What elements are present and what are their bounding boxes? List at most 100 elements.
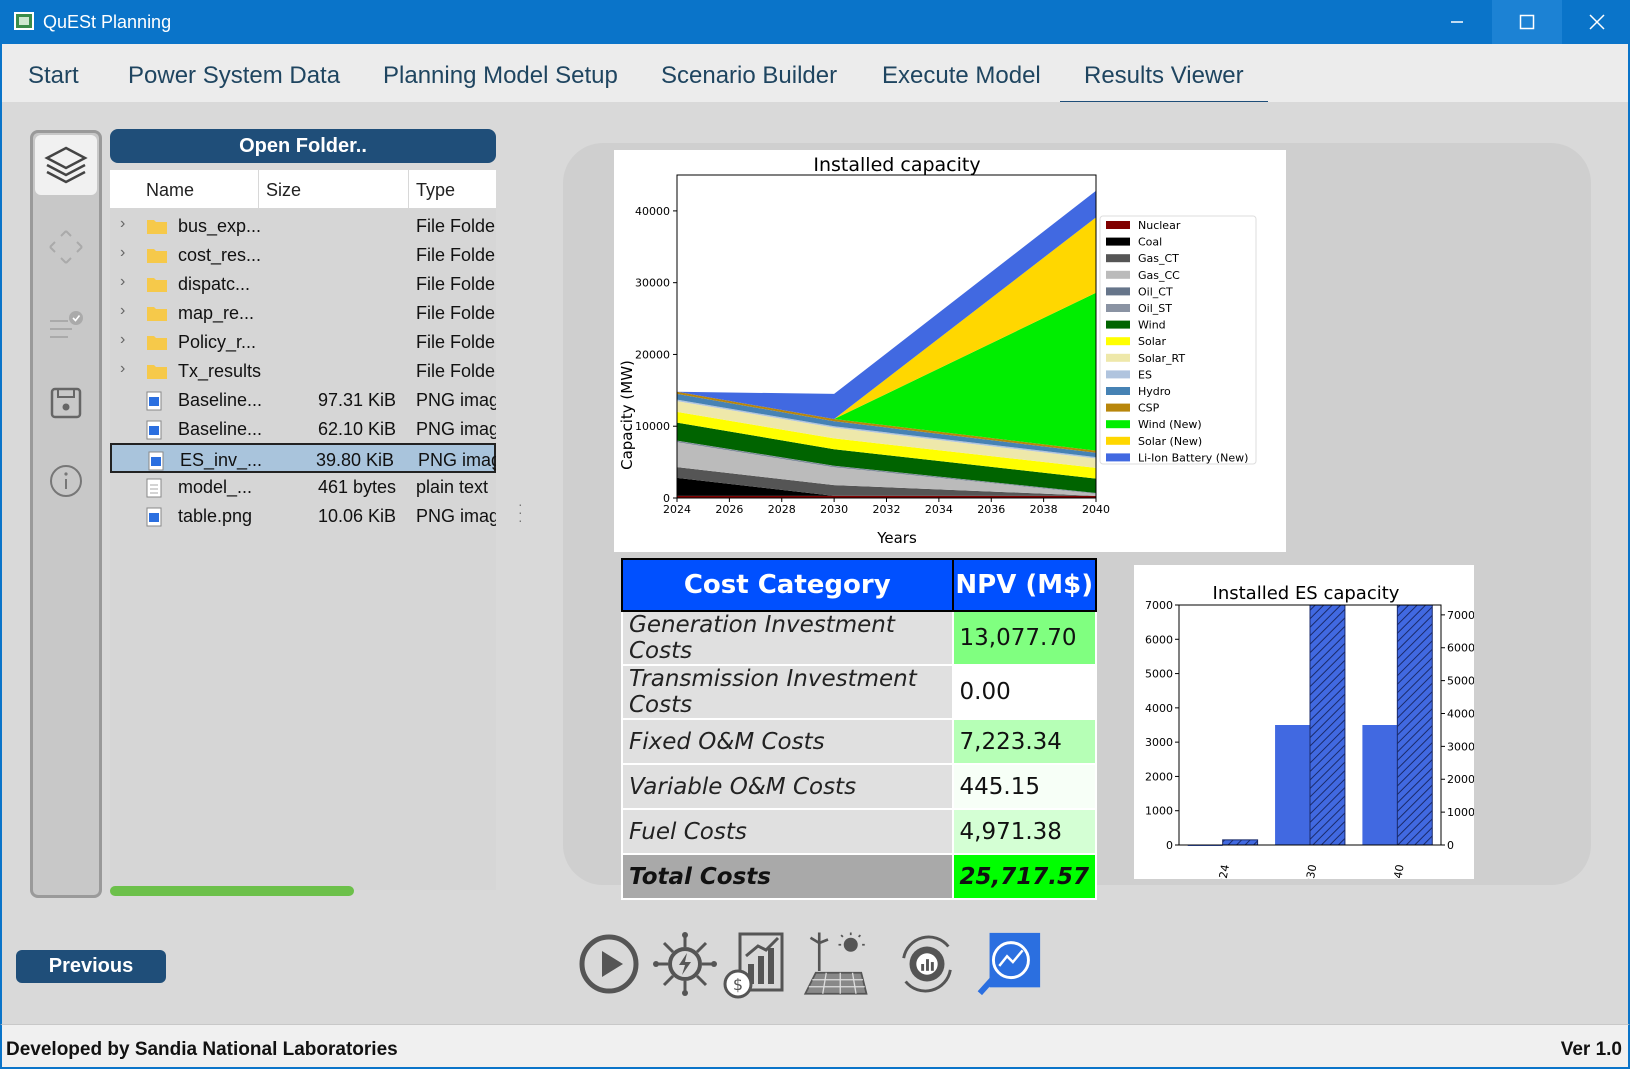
es-y-tick-label-left: 1000 [1145,805,1173,818]
finance-button[interactable]: $ [720,926,790,1002]
es-y-tick-label-left: 6000 [1145,633,1173,646]
tab-execute-model[interactable]: Execute Model [882,62,1041,89]
cost-value: 25,717.57 [951,853,1097,900]
energy-sources-button[interactable] [800,926,870,1002]
x-tick-label: 2036 [977,503,1005,516]
legend-swatch [1106,337,1130,346]
sidebar-save-button[interactable] [35,373,97,433]
previous-button[interactable]: Previous [16,950,166,983]
x-tick-label: 2038 [1030,503,1058,516]
maximize-button[interactable] [1492,0,1562,44]
es-y-tick-label-right: 6000 [1447,642,1474,655]
column-header-size[interactable]: Size [266,180,302,200]
area-series-8 [677,401,1096,468]
legend-label: Gas_CT [1138,252,1179,265]
tab-scenario-builder[interactable]: Scenario Builder [661,62,838,89]
file-size: 10.06 KiB [317,506,396,526]
file-row[interactable]: ES_inv_... 39.80 KiB PNG imag [110,443,496,473]
file-browser-header: Name Size Type [110,170,496,208]
cost-row: Transmission Investment Costs 0.00 [621,664,1097,720]
file-type: PNG imag [416,419,496,439]
legend-label: Solar (New) [1138,435,1202,448]
file-row[interactable]: Baseline... 97.31 KiB PNG imag [110,385,496,415]
folder-icon [146,362,168,385]
execute-settings-button[interactable] [892,926,962,1002]
file-row[interactable]: Baseline... 62.10 KiB PNG imag [110,414,496,444]
panel-splitter-handle[interactable]: · · · [518,496,523,528]
energy-sources-icon [803,932,868,995]
expand-arrow-icon[interactable]: › [120,360,126,377]
file-row[interactable]: › map_re... File Folder [110,298,496,328]
analysis-search-icon [977,932,1041,996]
legend-swatch [1106,436,1130,445]
window-title: QuESt Planning [43,12,172,32]
x-tick-label: 2032 [873,503,901,516]
svg-text:$: $ [733,975,743,994]
expand-arrow-icon[interactable]: › [120,302,126,319]
sidebar-info-button[interactable] [35,451,97,511]
x-tick-label: 2034 [925,503,953,516]
tab-power-system-data[interactable]: Power System Data [128,62,341,89]
image-file-icon [146,507,162,532]
cost-row: Variable O&M Costs 445.15 [621,763,1097,810]
file-row[interactable]: › Tx_results File Folder [110,356,496,386]
file-row[interactable]: › bus_exp... File Folder [110,211,496,241]
cost-category: Variable O&M Costs [621,763,954,810]
area-series-11 [677,391,1096,453]
finance-chart-icon: $ [723,932,784,999]
sidebar-layers-button[interactable] [35,135,97,195]
file-browser: Name Size Type › bus_exp... File Folder › co… [110,170,496,890]
file-row[interactable]: › cost_res... File Folder [110,240,496,270]
area-series-1 [677,477,1096,496]
footer-version: Ver 1.0 [1560,1039,1622,1060]
horizontal-scrollbar[interactable] [110,886,354,896]
move-icon [49,230,83,264]
app-icon [14,12,34,30]
file-row[interactable]: table.png 10.06 KiB PNG imag [110,501,496,531]
file-name: Policy_r... [178,332,257,352]
sidebar-checklist-button[interactable] [35,297,97,357]
file-row[interactable]: › dispatc... File Folder [110,269,496,299]
expand-arrow-icon[interactable]: › [120,331,126,348]
es-y-tick-label-left: 5000 [1145,668,1173,681]
sidebar-move-button[interactable] [35,217,97,277]
legend-label: Oil_CT [1138,285,1173,298]
legend-label: Coal [1138,236,1162,249]
area-series-0 [677,495,1096,498]
file-row[interactable]: › Policy_r... File Folder [110,327,496,357]
expand-arrow-icon[interactable]: › [120,273,126,290]
close-icon [1589,14,1605,30]
minimize-button[interactable] [1422,0,1492,44]
legend-label: Li-Ion Battery (New) [1138,451,1248,464]
folder-icon [146,304,168,327]
folder-icon [146,333,168,356]
open-folder-button[interactable]: Open Folder.. [110,129,496,163]
chart-xlabel: Years [876,529,917,547]
cost-value: 13,077.70 [951,610,1097,666]
legend-swatch [1106,237,1130,246]
tab-start[interactable]: Start [28,62,79,89]
maximize-icon [1519,14,1535,30]
close-button[interactable] [1562,0,1630,44]
image-file-icon [148,451,164,476]
column-header-name[interactable]: Name [146,180,195,200]
es-plot-frame [1178,604,1442,846]
column-header-type[interactable]: Type [416,180,456,200]
cost-category: Fixed O&M Costs [621,718,954,765]
run-button[interactable] [574,926,644,1002]
expand-arrow-icon[interactable]: › [120,215,126,232]
tab-planning-model-setup[interactable]: Planning Model Setup [383,62,618,89]
file-row[interactable]: model_... 461 bytes plain text [110,472,496,502]
y-tick-label: 0 [663,492,670,505]
file-type: File Folder [416,274,496,294]
y-tick-label: 40000 [635,205,670,218]
power-system-button[interactable] [650,926,720,1002]
expand-arrow-icon[interactable]: › [120,244,126,261]
file-name: Tx_results [178,361,262,381]
file-size: 97.31 KiB [317,390,396,410]
tab-results-viewer[interactable]: Results Viewer [1060,62,1268,104]
legend-label: Nuclear [1138,219,1181,232]
results-viewer-button[interactable] [974,926,1044,1002]
legend-swatch [1106,254,1130,263]
footer: Developed by Sandia National Laboratorie… [0,1024,1630,1069]
